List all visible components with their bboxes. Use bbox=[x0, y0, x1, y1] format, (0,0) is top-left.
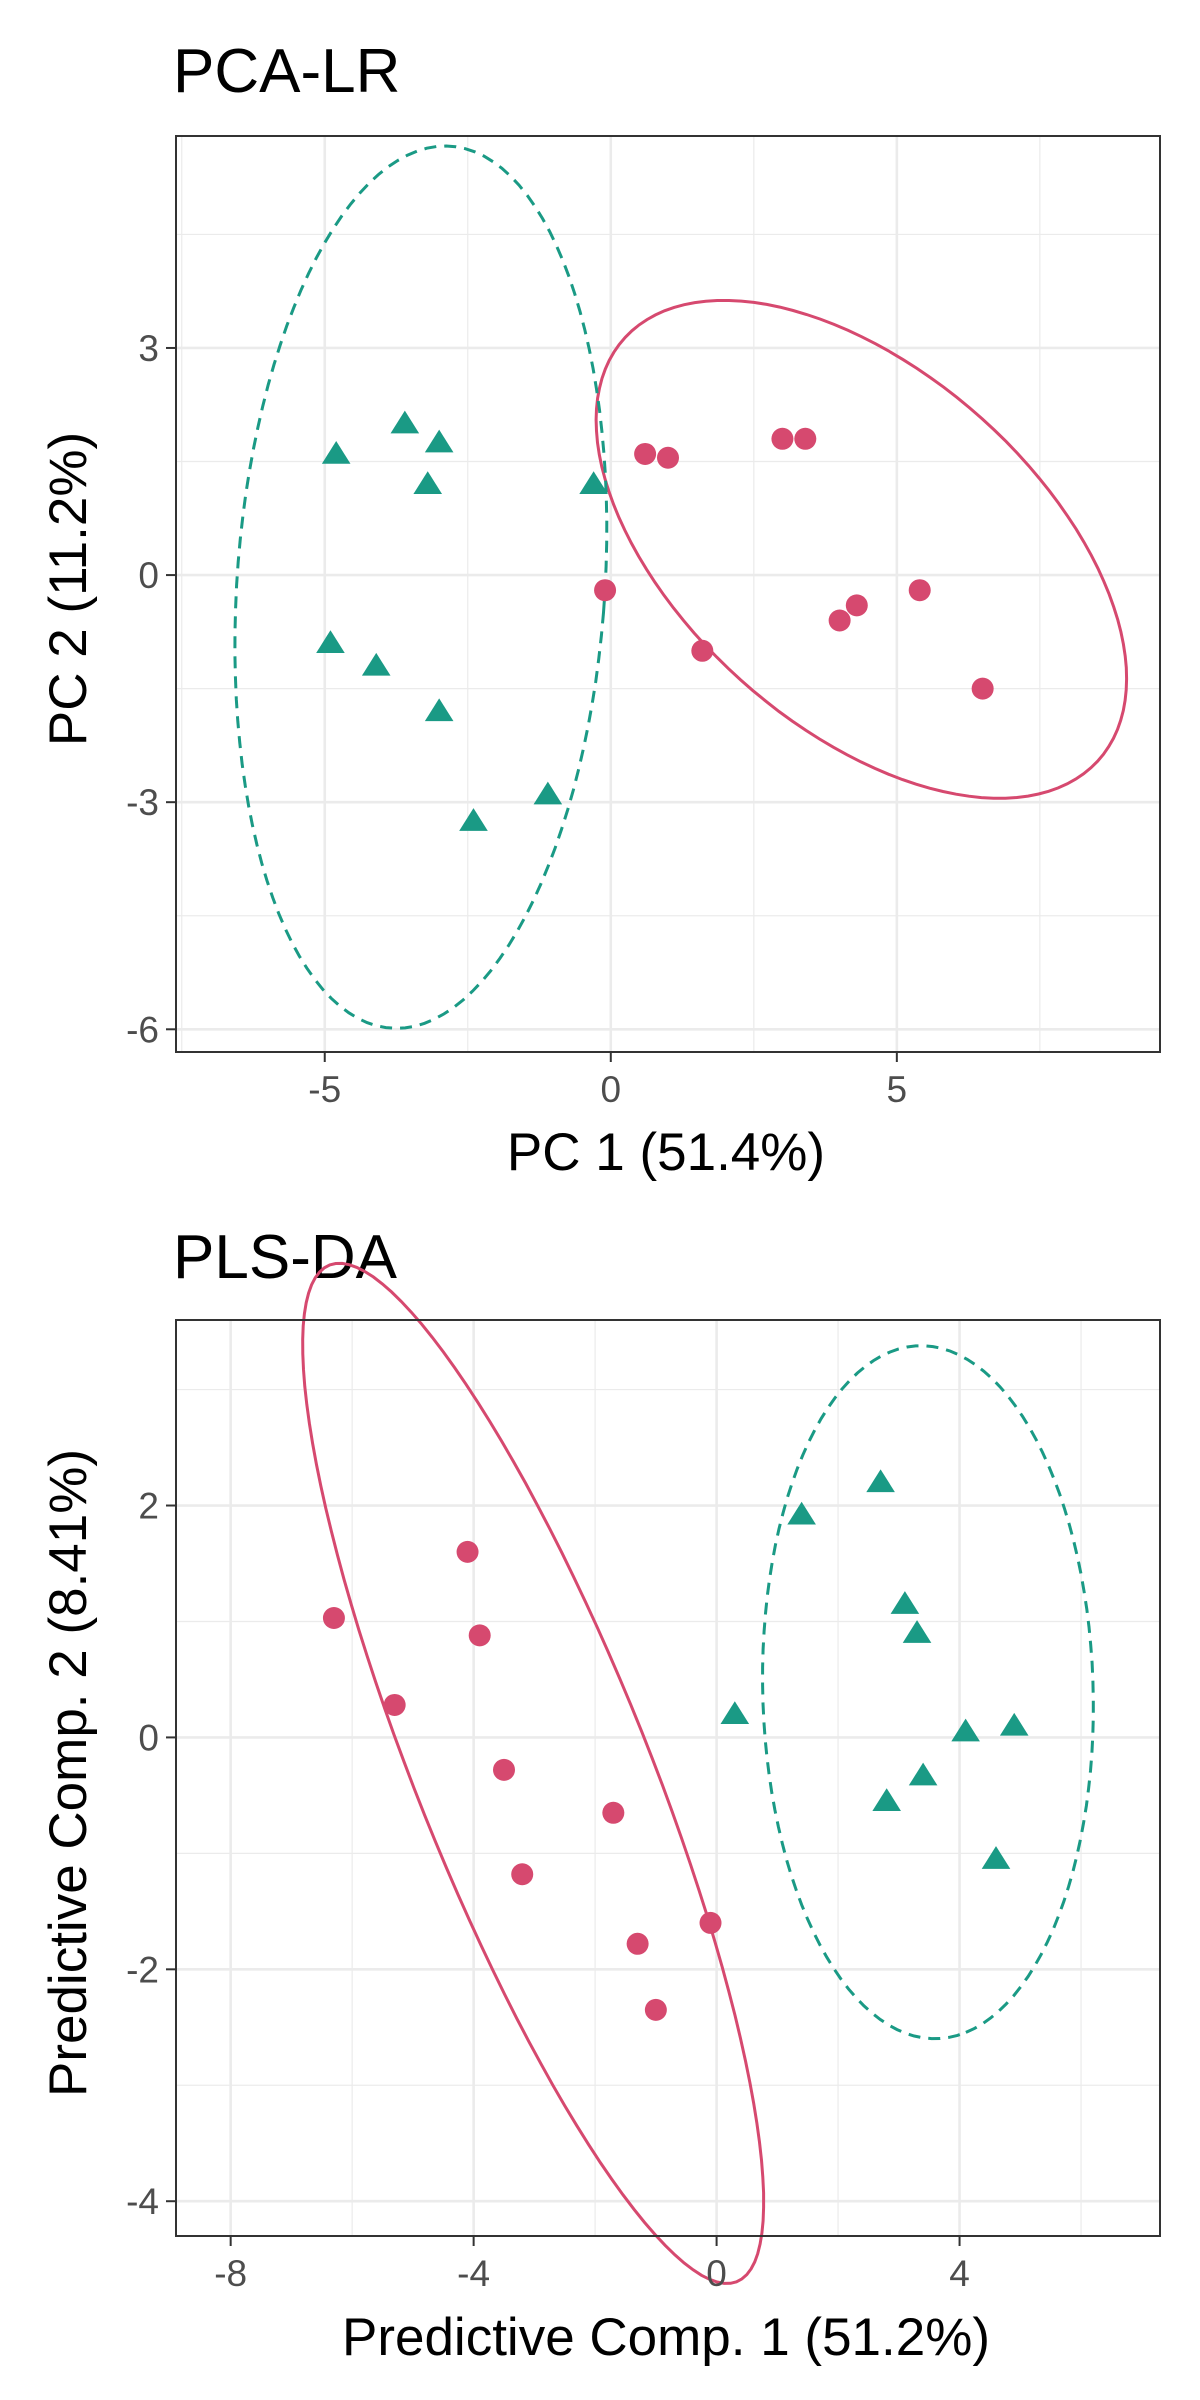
circles-confidence-ellipse bbox=[594, 299, 1129, 800]
data-point-circle bbox=[456, 1540, 479, 1563]
data-point-circle bbox=[845, 594, 868, 617]
y-tick-label: -4 bbox=[126, 2181, 159, 2222]
data-point-triangle bbox=[872, 1788, 901, 1811]
y-tick-label: 2 bbox=[138, 1486, 159, 1527]
triangles-confidence-ellipse bbox=[233, 144, 609, 1030]
x-tick-label: -4 bbox=[457, 2253, 490, 2294]
data-point-circle bbox=[644, 1998, 667, 2021]
x-tick-label: -5 bbox=[308, 1069, 341, 1110]
data-point-circle bbox=[908, 579, 931, 602]
data-point-triangle bbox=[361, 652, 391, 676]
x-tick-label: 5 bbox=[887, 1069, 908, 1110]
y-tick-label: 0 bbox=[138, 1717, 159, 1758]
data-point-circle bbox=[493, 1758, 515, 1781]
data-point-triangle bbox=[413, 471, 443, 494]
data-point-triangle bbox=[890, 1591, 920, 1614]
data-point-triangle bbox=[908, 1762, 938, 1786]
triangles-confidence-ellipse bbox=[761, 1344, 1095, 2041]
data-point-circle bbox=[322, 1606, 345, 1629]
y-tick-label: -3 bbox=[126, 782, 159, 823]
data-point-triangle bbox=[981, 1846, 1011, 1869]
x-axis-title: PC 1 (51.4%) bbox=[507, 1123, 825, 1182]
x-tick-label: 4 bbox=[949, 2253, 970, 2294]
data-point-triangle bbox=[579, 471, 608, 494]
y-tick-label: 3 bbox=[138, 328, 159, 369]
panel-border bbox=[175, 135, 1161, 1053]
pca-lr-chart: PCA-LR PC 1 (51.4%) PC 2 (11.2%) -5 0 5-6-… bbox=[39, 37, 1161, 1182]
data-point-triangle bbox=[424, 698, 454, 722]
y-tick-label: 0 bbox=[138, 555, 159, 596]
y-tick-label: -6 bbox=[126, 1009, 159, 1050]
plot-area: -5 0 5 -6 -3 0 3 bbox=[126, 135, 1161, 1110]
data-point-circle bbox=[828, 609, 851, 632]
panel-background bbox=[176, 1320, 1160, 2236]
data-point-triangle bbox=[424, 429, 454, 453]
y-axis-title: PC 2 (11.2%) bbox=[39, 432, 98, 746]
pls-da-chart: PLS-DA Predictive Comp. 1 (51.2%) Predic… bbox=[39, 1223, 1161, 2367]
x-tick-label: -8 bbox=[214, 2253, 247, 2294]
chart-title: PCA-LR bbox=[173, 37, 400, 106]
data-point-triangle bbox=[902, 1620, 932, 1643]
data-point-triangle bbox=[321, 440, 351, 464]
data-point-circle bbox=[626, 1932, 649, 1955]
plot-area: -8 -4 0 4 -4 -2 0 2 bbox=[126, 1261, 1161, 2294]
data-point-triangle bbox=[720, 1701, 750, 1724]
data-point-triangle bbox=[866, 1469, 895, 1493]
data-point-triangle bbox=[999, 1712, 1029, 1736]
data-point-triangle bbox=[787, 1501, 816, 1525]
data-point-circle bbox=[594, 579, 617, 602]
y-axis-title: Predictive Comp. 2 (8.41%) bbox=[39, 1449, 98, 2097]
data-point-circle bbox=[634, 442, 657, 465]
data-point-triangle bbox=[951, 1718, 980, 1742]
panel-border bbox=[175, 1319, 1161, 2237]
data-point-circle bbox=[794, 427, 817, 450]
data-point-circle bbox=[971, 677, 994, 700]
x-tick-label: 0 bbox=[706, 2253, 727, 2294]
data-point-circle bbox=[699, 1911, 722, 1934]
data-point-triangle bbox=[390, 410, 420, 434]
chart-title: PLS-DA bbox=[173, 1223, 398, 1292]
data-point-circle bbox=[602, 1801, 625, 1824]
data-point-circle bbox=[468, 1624, 491, 1647]
x-tick-label: 0 bbox=[601, 1069, 622, 1110]
y-tick-label: -2 bbox=[126, 1949, 159, 1990]
x-axis-title: Predictive Comp. 1 (51.2%) bbox=[342, 2308, 990, 2367]
data-point-circle bbox=[511, 1863, 534, 1886]
data-point-circle bbox=[691, 639, 714, 662]
data-point-triangle bbox=[316, 630, 345, 653]
data-point-triangle bbox=[533, 781, 563, 805]
data-point-circle bbox=[383, 1693, 406, 1716]
panel-background bbox=[176, 136, 1160, 1052]
data-point-circle bbox=[657, 446, 679, 469]
data-point-circle bbox=[771, 427, 794, 450]
data-point-triangle bbox=[459, 808, 488, 831]
